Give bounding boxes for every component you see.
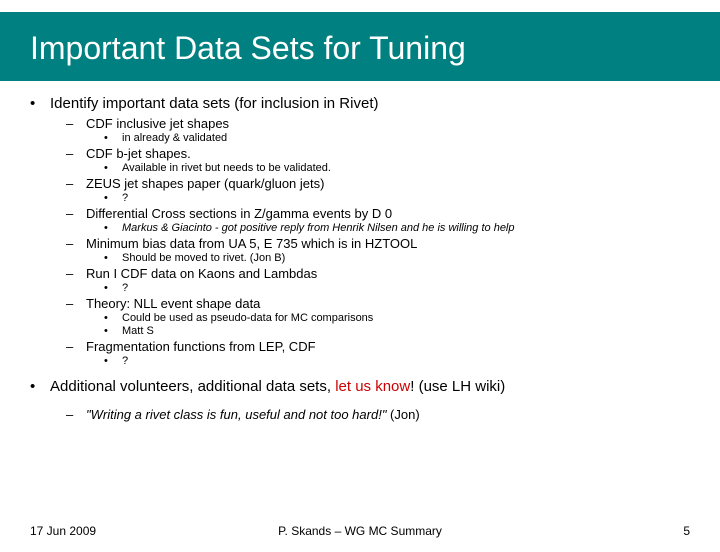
list-item: –Run I CDF data on Kaons and Lambdas <box>30 266 690 281</box>
list-item-label: CDF b-jet shapes. <box>86 146 191 161</box>
list-subitem-text: ? <box>122 192 128 204</box>
slide-content: •Identify important data sets (for inclu… <box>0 81 720 422</box>
volunteers-pre: Additional volunteers, additional data s… <box>50 378 335 395</box>
bullet-dot-icon: • <box>30 95 50 112</box>
list-item: –Minimum bias data from UA 5, E 735 whic… <box>30 236 690 251</box>
bullet-dot-icon: • <box>104 132 122 144</box>
list-subitem-text: Available in rivet but needs to be valid… <box>122 162 331 174</box>
dash-icon: – <box>66 176 86 191</box>
volunteers-red: let us know <box>335 378 410 395</box>
list-subitem: •Should be moved to rivet. (Jon B) <box>30 252 690 264</box>
list-item-label: Fragmentation functions from LEP, CDF <box>86 339 316 354</box>
list-item: –CDF b-jet shapes. <box>30 146 690 161</box>
dash-icon: – <box>66 116 86 131</box>
list-item: –CDF inclusive jet shapes <box>30 116 690 131</box>
list-item-label: Theory: NLL event shape data <box>86 296 260 311</box>
list-subitem-text: ? <box>122 355 128 367</box>
dash-icon: – <box>66 146 86 161</box>
footer-page-number: 5 <box>683 524 690 538</box>
list-item: –Fragmentation functions from LEP, CDF <box>30 339 690 354</box>
footer-date: 17 Jun 2009 <box>30 524 96 538</box>
dash-icon: – <box>66 407 86 422</box>
list-subitem-text: ? <box>122 282 128 294</box>
list-subitem-text: Matt S <box>122 325 154 337</box>
items-list: –CDF inclusive jet shapes•in already & v… <box>30 116 690 367</box>
bullet-identify: •Identify important data sets (for inclu… <box>30 95 690 112</box>
list-subitem: •? <box>30 192 690 204</box>
bullet-dot-icon: • <box>104 252 122 264</box>
bullet-dot-icon: • <box>104 162 122 174</box>
bullet-dot-icon: • <box>104 355 122 367</box>
quote-text: "Writing a rivet class is fun, useful an… <box>86 407 386 422</box>
list-subitem-text: Should be moved to rivet. (Jon B) <box>122 252 285 264</box>
dash-icon: – <box>66 266 86 281</box>
title-bar: Important Data Sets for Tuning <box>0 12 720 81</box>
bullet-identify-text: Identify important data sets (for inclus… <box>50 95 378 112</box>
list-subitem-text: in already & validated <box>122 132 227 144</box>
list-item-label: Differential Cross sections in Z/gamma e… <box>86 206 392 221</box>
bullet-dot-icon: • <box>104 282 122 294</box>
list-subitem: •? <box>30 282 690 294</box>
footer: 17 Jun 2009 P. Skands – WG MC Summary 5 <box>0 524 720 538</box>
bullet-dot-icon: • <box>104 325 122 337</box>
dash-icon: – <box>66 206 86 221</box>
volunteers-post: ! (use LH wiki) <box>410 378 505 395</box>
list-subitem: •Matt S <box>30 325 690 337</box>
bullet-dot-icon: • <box>104 192 122 204</box>
list-item: –Differential Cross sections in Z/gamma … <box>30 206 690 221</box>
list-subitem-text: Markus & Giacinto - got positive reply f… <box>122 222 515 234</box>
slide-title: Important Data Sets for Tuning <box>30 30 690 67</box>
list-item-label: ZEUS jet shapes paper (quark/gluon jets) <box>86 176 324 191</box>
bullet-dot-icon: • <box>104 222 122 234</box>
quote-line: –"Writing a rivet class is fun, useful a… <box>30 407 690 422</box>
list-item-label: Run I CDF data on Kaons and Lambdas <box>86 266 317 281</box>
list-item: –ZEUS jet shapes paper (quark/gluon jets… <box>30 176 690 191</box>
list-subitem-text: Could be used as pseudo-data for MC comp… <box>122 312 373 324</box>
list-item-label: Minimum bias data from UA 5, E 735 which… <box>86 236 417 251</box>
list-subitem: •Available in rivet but needs to be vali… <box>30 162 690 174</box>
list-subitem: •in already & validated <box>30 132 690 144</box>
bullet-volunteers: •Additional volunteers, additional data … <box>30 378 690 395</box>
dash-icon: – <box>66 339 86 354</box>
footer-author: P. Skands – WG MC Summary <box>30 524 690 538</box>
list-item: –Theory: NLL event shape data <box>30 296 690 311</box>
list-subitem: •Could be used as pseudo-data for MC com… <box>30 312 690 324</box>
dash-icon: – <box>66 296 86 311</box>
list-subitem: •? <box>30 355 690 367</box>
bullet-dot-icon: • <box>30 378 50 395</box>
bullet-dot-icon: • <box>104 312 122 324</box>
list-subitem: •Markus & Giacinto - got positive reply … <box>30 222 690 234</box>
list-item-label: CDF inclusive jet shapes <box>86 116 229 131</box>
quote-attrib: (Jon) <box>386 407 419 422</box>
dash-icon: – <box>66 236 86 251</box>
